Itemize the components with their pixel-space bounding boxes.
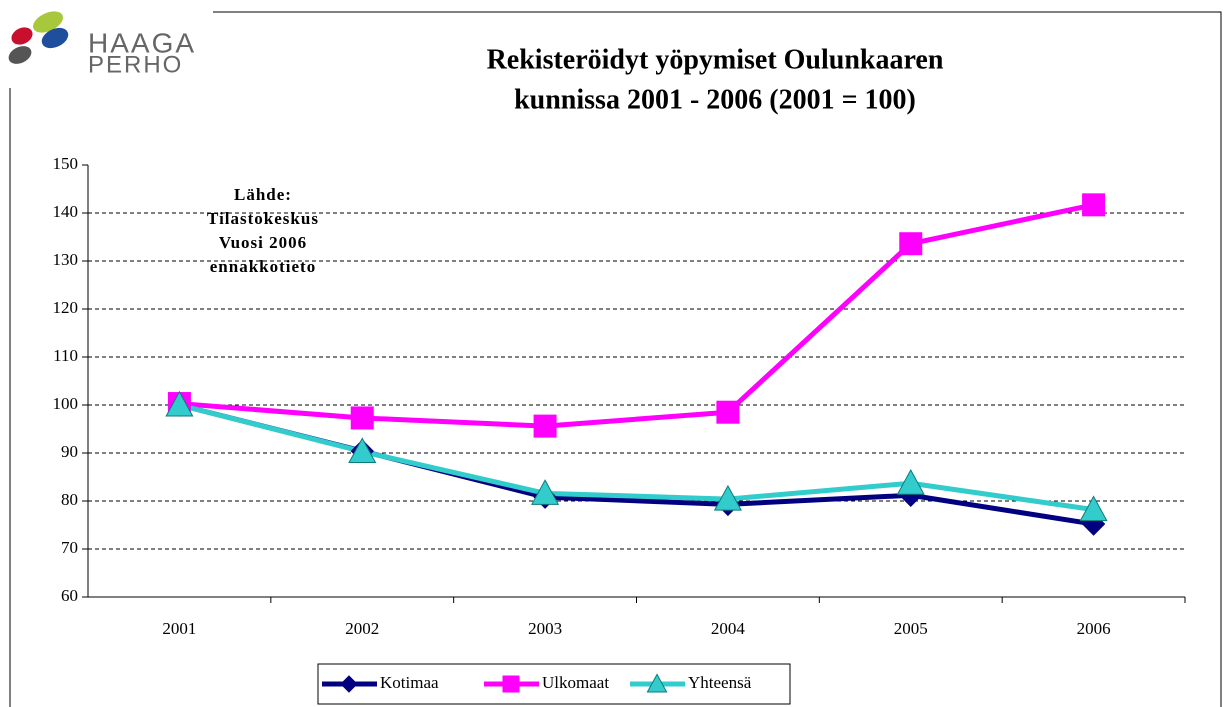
x-tick-label: 2004 [711, 619, 746, 638]
annotation: Tilastokeskus [207, 209, 319, 228]
logo-shape [11, 27, 33, 45]
y-tick-label: 130 [53, 250, 79, 269]
marker [646, 673, 668, 693]
legend-box [317, 663, 791, 705]
marker [531, 479, 560, 505]
x-tick-label: 2001 [162, 619, 196, 638]
legend-label: Kotimaa [380, 673, 439, 692]
logo-shape [8, 46, 32, 64]
legend-label: Ulkomaat [542, 673, 609, 692]
logo-shape [41, 27, 69, 49]
y-tick-label: 150 [53, 154, 79, 173]
x-tick-label: 2005 [894, 619, 928, 638]
y-tick-label: 110 [53, 346, 78, 365]
series-line [179, 202, 1095, 429]
annotation: Lähde: [234, 185, 292, 204]
y-tick-label: 70 [61, 538, 78, 557]
logo-text: HAAGA [88, 27, 196, 58]
x-tick-label: 2006 [1077, 619, 1111, 638]
x-tick-label: 2003 [528, 619, 562, 638]
y-tick-label: 60 [61, 586, 78, 605]
marker [350, 406, 374, 430]
chart-title: kunnissa 2001 - 2006 (2001 = 100) [514, 84, 916, 115]
y-tick-label: 80 [61, 490, 78, 509]
marker [340, 675, 358, 693]
logo-text: PERHO [88, 51, 183, 78]
y-tick-label: 90 [61, 442, 78, 461]
annotation: ennakkotieto [210, 257, 316, 276]
series-line [178, 402, 1094, 513]
annotation: Vuosi 2006 [219, 233, 307, 252]
marker [348, 437, 377, 464]
legend-label: Yhteensä [688, 673, 752, 692]
marker [713, 484, 742, 511]
marker [533, 414, 557, 438]
marker [899, 232, 923, 256]
chart-title: Rekisteröidyt yöpymiset Oulunkaaren [487, 44, 944, 75]
y-tick-label: 140 [53, 202, 79, 221]
y-tick-label: 120 [53, 298, 79, 317]
frame [9, 11, 1222, 707]
y-tick-label: 100 [53, 394, 79, 413]
marker [1079, 495, 1108, 522]
marker [502, 675, 520, 693]
marker [165, 390, 194, 417]
marker [716, 400, 740, 424]
marker [896, 468, 925, 495]
logo-shape [33, 11, 63, 33]
x-tick-label: 2002 [345, 619, 379, 638]
marker [1082, 193, 1106, 217]
